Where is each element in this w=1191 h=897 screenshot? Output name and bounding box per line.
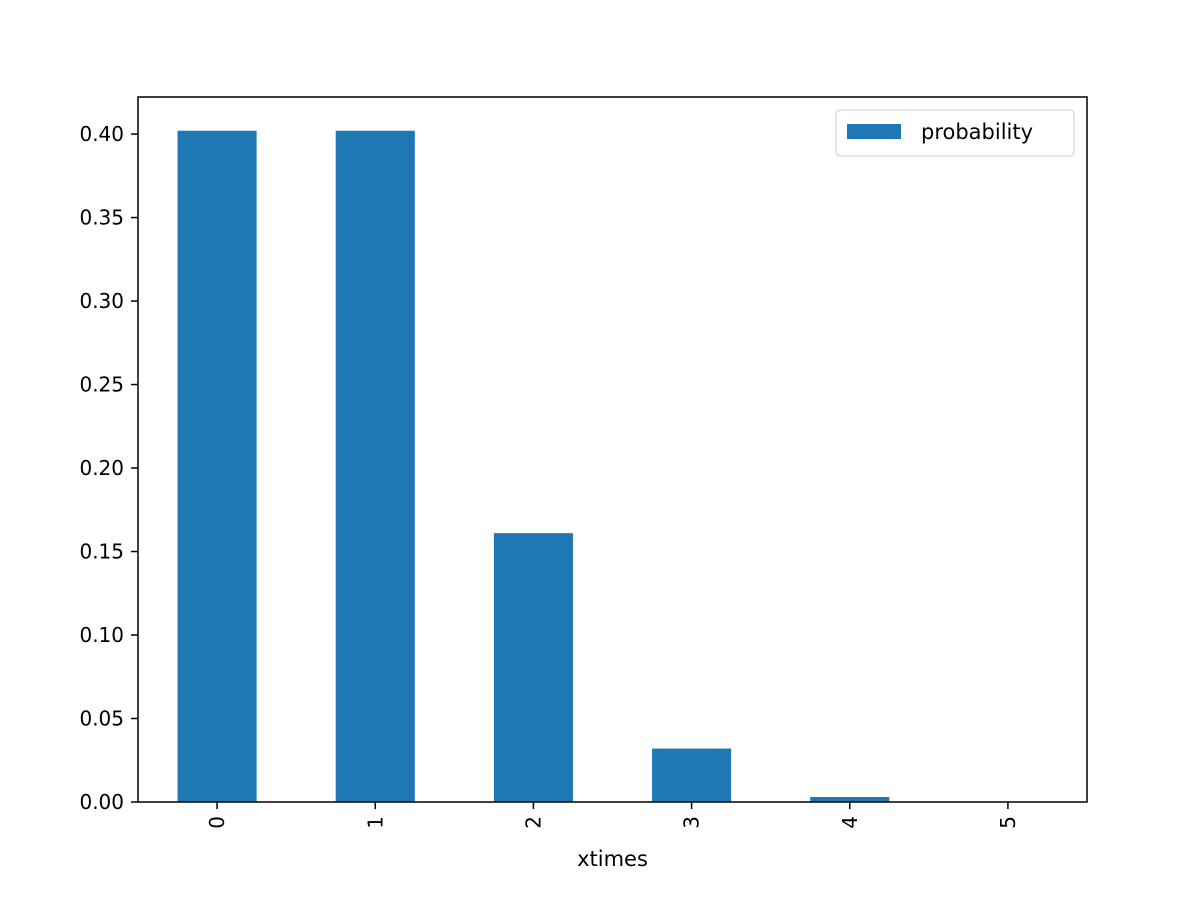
bar-4 [810,797,889,802]
y-tick-label: 0.30 [79,289,124,313]
y-tick-label: 0.10 [79,623,124,647]
legend-swatch [847,124,901,139]
x-tick-label: 0 [205,816,229,829]
y-tick-label: 0.05 [79,707,124,731]
legend-label: probability [921,120,1033,144]
bar-2 [494,533,573,802]
y-tick-label: 0.40 [79,122,124,146]
plot-frame [138,97,1087,802]
legend: probability [836,110,1074,156]
x-axis-ticks: 0 1 2 3 4 5 [205,802,1020,829]
y-tick-label: 0.25 [79,373,124,397]
x-tick-label: 2 [521,816,545,829]
bar-1 [336,131,415,802]
x-tick-label: 1 [363,816,387,829]
bar-0 [178,131,257,802]
bar-3 [652,749,731,802]
x-tick-label: 5 [996,816,1020,829]
bars-layer [178,131,1048,802]
x-tick-label: 4 [838,816,862,829]
x-tick-label: 3 [680,816,704,829]
x-axis-label: xtimes [577,847,648,871]
y-tick-label: 0.15 [79,540,124,564]
y-axis-ticks: 0.00 0.05 0.10 0.15 0.20 0.25 0.30 0.35 0.40 [79,122,138,814]
y-tick-label: 0.35 [79,206,124,230]
y-tick-label: 0.00 [79,790,124,814]
y-tick-label: 0.20 [79,456,124,480]
